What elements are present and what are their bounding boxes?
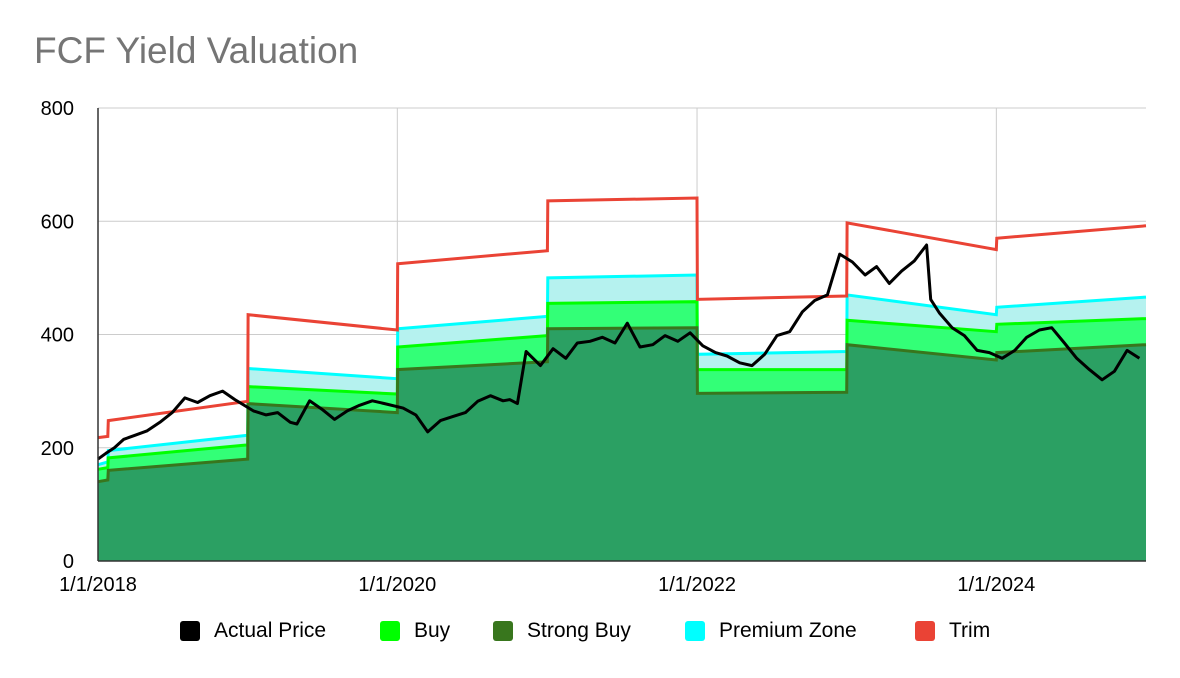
area-layers bbox=[98, 275, 1146, 561]
y-tick-label: 0 bbox=[63, 551, 74, 573]
legend-swatch bbox=[493, 621, 513, 641]
legend-item: Premium Zone bbox=[685, 616, 857, 646]
legend-item: Actual Price bbox=[180, 616, 326, 646]
legend-swatch bbox=[685, 621, 705, 641]
legend-item: Trim bbox=[915, 616, 990, 646]
legend-label: Trim bbox=[949, 619, 991, 642]
legend-label: Actual Price bbox=[214, 619, 327, 642]
y-tick-label: 600 bbox=[41, 211, 74, 233]
strong-buy-line bbox=[97, 326, 1147, 484]
tick-labels: 0 200 400 600 800 1/1/2018 1/1/2020 1/1/2022 1/1… bbox=[41, 98, 1036, 596]
legend-item: Buy bbox=[380, 616, 450, 646]
premium-zone-line bbox=[97, 273, 1147, 467]
legend-swatch bbox=[380, 621, 400, 641]
legend: Actual Price Buy Strong Buy Premium Zone Tri… bbox=[0, 616, 1180, 646]
legend-label: Strong Buy bbox=[527, 619, 631, 642]
y-tick-label: 400 bbox=[41, 325, 74, 347]
x-tick-label: 1/1/2022 bbox=[658, 574, 736, 596]
y-tick-label: 200 bbox=[41, 438, 74, 460]
legend-label: Buy bbox=[414, 619, 451, 642]
legend-swatch bbox=[915, 621, 935, 641]
legend-swatch bbox=[180, 621, 200, 641]
actual-price-line bbox=[97, 243, 1141, 461]
axes bbox=[97, 108, 1146, 562]
x-tick-label: 1/1/2020 bbox=[358, 574, 436, 596]
x-tick-label: 1/1/2018 bbox=[59, 574, 137, 596]
trim-line bbox=[97, 196, 1147, 440]
legend-item: Strong Buy bbox=[493, 616, 631, 646]
chart-title: FCF Yield Valuation bbox=[34, 30, 359, 71]
y-tick-label: 800 bbox=[41, 98, 74, 120]
buy-line bbox=[97, 300, 1147, 471]
series-lines bbox=[97, 196, 1147, 484]
legend-label: Premium Zone bbox=[719, 619, 857, 642]
x-tick-label: 1/1/2024 bbox=[957, 574, 1035, 596]
strong-buy-area bbox=[98, 327, 1146, 561]
